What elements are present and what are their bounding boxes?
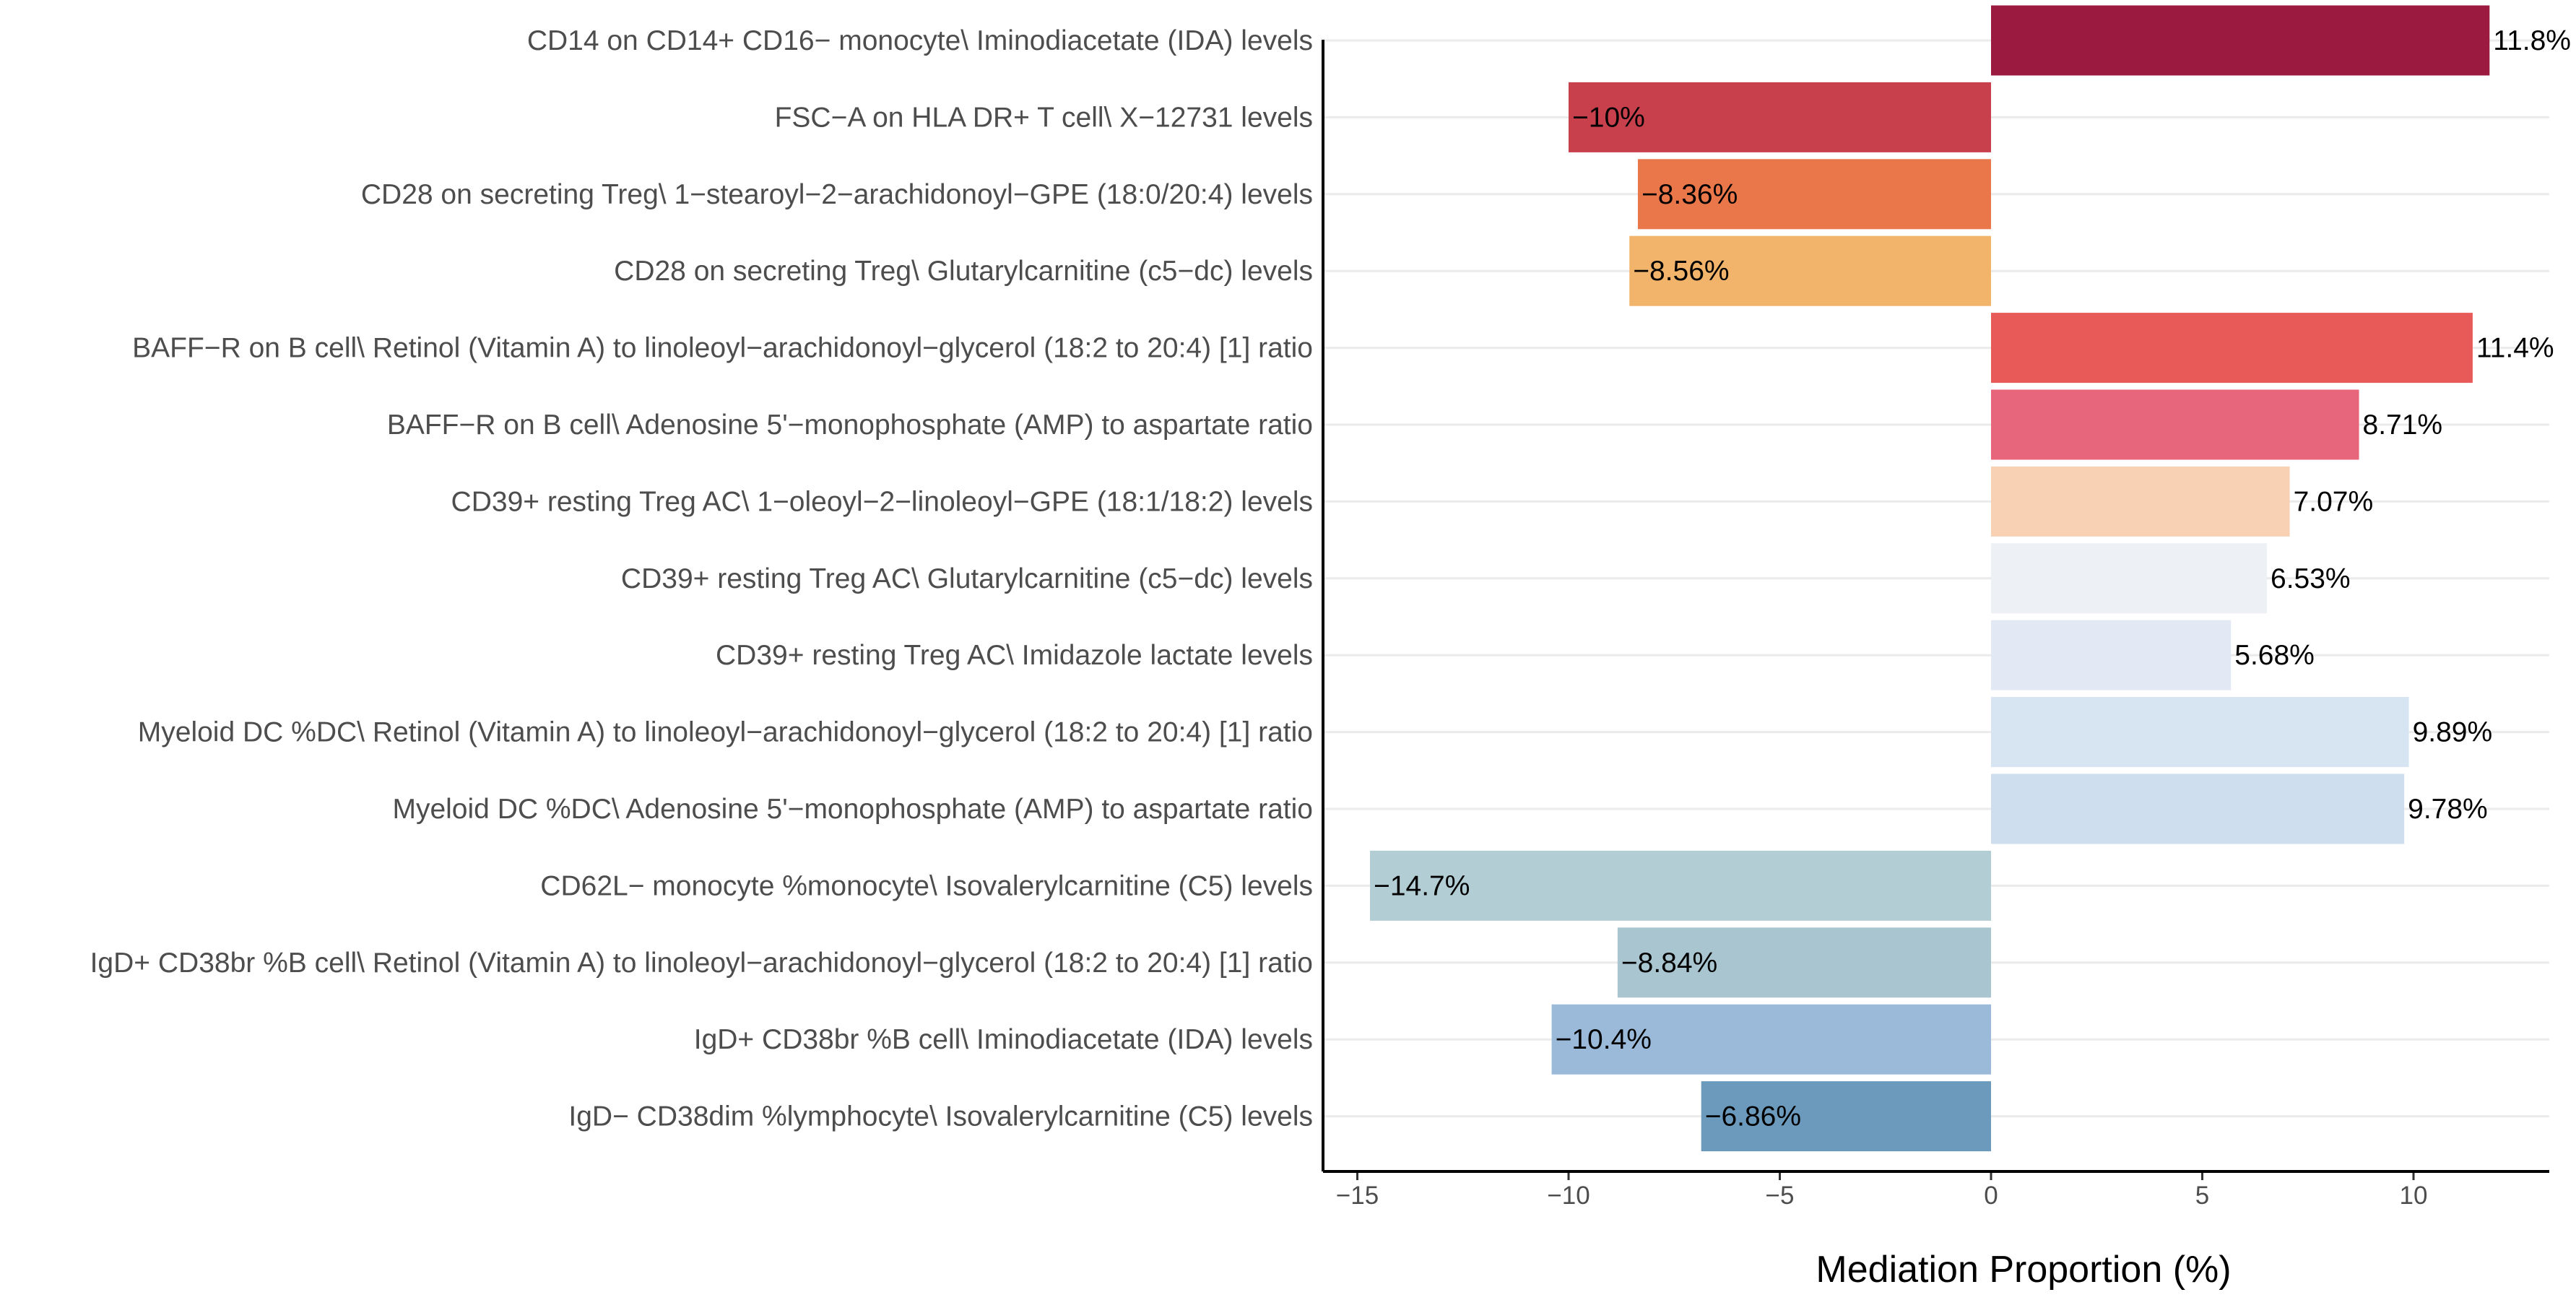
bar [1991, 5, 2490, 76]
category-label: IgD+ CD38br %B cell\ Iminodiacetate (IDA… [694, 1024, 1313, 1055]
value-label: 9.89% [2413, 717, 2493, 748]
value-label: 11.8% [2493, 25, 2571, 56]
x-tick-label: 10 [2400, 1182, 2428, 1210]
x-tick-label: 0 [1984, 1182, 1998, 1210]
category-label: Myeloid DC %DC\ Adenosine 5'−monophospha… [392, 794, 1313, 825]
value-labels: 11.8% −10% −8.36% −8.56% 11.4% 8.71% 7.07% 6.53… [1374, 25, 2571, 1132]
bars [1370, 5, 2490, 1152]
value-label: −10.4% [1556, 1024, 1652, 1055]
bar [1991, 543, 2268, 614]
value-label: 9.78% [2408, 794, 2488, 825]
bar [1637, 159, 1991, 230]
category-label: Myeloid DC %DC\ Retinol (Vitamin A) to l… [138, 717, 1313, 748]
bar [1991, 466, 2290, 537]
value-label: −14.7% [1374, 870, 1470, 901]
value-label: 8.71% [2363, 410, 2443, 441]
category-label: CD39+ resting Treg AC\ Imidazole lactate… [716, 640, 1313, 671]
bar [1617, 927, 1991, 998]
x-tick-label: −5 [1766, 1182, 1795, 1210]
category-label: CD62L− monocyte %monocyte\ Isovalerylcar… [540, 870, 1313, 901]
value-label: −8.84% [1621, 948, 1717, 979]
bar [1991, 697, 2409, 768]
category-label: CD39+ resting Treg AC\ 1−oleoyl−2−linole… [451, 486, 1313, 517]
x-tick-label: 5 [2195, 1182, 2209, 1210]
bar [1370, 850, 1991, 921]
x-tick-label: −10 [1547, 1182, 1590, 1210]
category-label: IgD+ CD38br %B cell\ Retinol (Vitamin A)… [90, 948, 1313, 979]
category-label: CD14 on CD14+ CD16− monocyte\ Iminodiace… [527, 25, 1313, 56]
category-label: IgD− CD38dim %lymphocyte\ Isovalerylcarn… [568, 1101, 1313, 1132]
value-label: 5.68% [2234, 640, 2315, 671]
bar [1991, 620, 2232, 690]
bar [1701, 1081, 1991, 1152]
bar [1569, 82, 1991, 152]
x-tick-label: −15 [1336, 1182, 1379, 1210]
bar [1629, 235, 1991, 306]
bar [1991, 389, 2359, 460]
category-label: CD39+ resting Treg AC\ Glutarylcarnitine… [621, 563, 1313, 594]
value-label: 6.53% [2271, 563, 2351, 594]
x-axis-title: Mediation Proportion (%) [1816, 1249, 2231, 1291]
category-label: FSC−A on HLA DR+ T cell\ X−12731 levels [775, 102, 1313, 133]
bar [1991, 774, 2405, 844]
category-labels: CD14 on CD14+ CD16− monocyte\ Iminodiace… [90, 25, 1313, 1132]
bar [1551, 1004, 1991, 1075]
bar [1991, 313, 2473, 384]
category-label: CD28 on secreting Treg\ 1−stearoyl−2−ara… [361, 179, 1313, 210]
category-label: CD28 on secreting Treg\ Glutarylcarnitin… [614, 256, 1313, 287]
value-label: −10% [1572, 102, 1645, 133]
value-label: −8.56% [1633, 256, 1729, 287]
value-label: −8.36% [1642, 179, 1738, 210]
axes: −15 −10 −5 0 5 10 [1322, 40, 2549, 1210]
value-label: −6.86% [1705, 1101, 1801, 1132]
value-label: 11.4% [2476, 333, 2554, 364]
value-label: 7.07% [2294, 486, 2374, 517]
category-label: BAFF−R on B cell\ Retinol (Vitamin A) to… [132, 333, 1313, 364]
category-label: BAFF−R on B cell\ Adenosine 5'−monophosp… [387, 410, 1313, 441]
